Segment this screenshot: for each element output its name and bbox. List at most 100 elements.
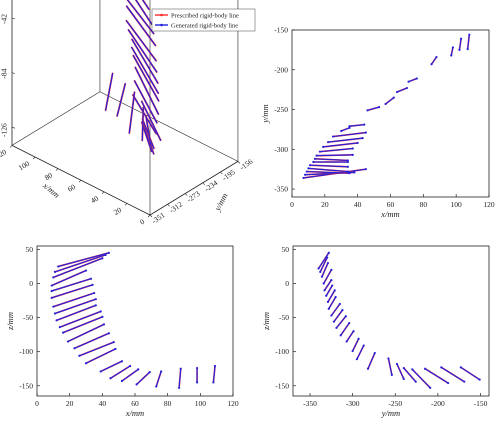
x-tick-label: 100 [17, 159, 31, 173]
generated-line [57, 252, 110, 268]
generated-line [327, 137, 364, 143]
line-endpoint [148, 371, 151, 374]
generated-line [403, 367, 417, 383]
x-tick-label: 0 [35, 399, 39, 408]
generated-line [440, 366, 465, 383]
y-tick-label: -200 [274, 65, 288, 74]
x-tick-label: -200 [431, 399, 445, 408]
line-endpoint [179, 367, 182, 370]
line-endpoint [93, 291, 96, 295]
generated-line [100, 360, 123, 373]
line-endpoint [334, 296, 337, 299]
line-endpoint [178, 386, 181, 389]
x-axis-title: y/mm [381, 408, 400, 418]
line-endpoint [317, 267, 320, 270]
generated-line [316, 154, 354, 157]
generated-line [384, 96, 395, 105]
line-endpoint [315, 154, 318, 157]
line-endpoint [346, 160, 349, 164]
line-endpoint [395, 362, 399, 366]
generated-line [333, 309, 344, 323]
line-endpoint [332, 320, 336, 323]
line-endpoint [414, 380, 417, 383]
line-endpoint [320, 275, 324, 278]
generated-line [317, 252, 330, 270]
y-tick-label: -156 [238, 157, 255, 172]
line-endpoint [338, 302, 341, 306]
line-endpoint [137, 368, 140, 371]
line-endpoint [361, 137, 364, 140]
line-endpoint [348, 321, 351, 325]
line-endpoint [53, 270, 57, 274]
generated-line [178, 368, 182, 389]
plot-frame [292, 245, 490, 397]
line-endpoint [348, 126, 351, 129]
generated-line [51, 278, 92, 292]
y-tick-label: -350 [274, 185, 288, 194]
generated-line [109, 365, 131, 379]
line-endpoint [339, 334, 342, 337]
generated-line [105, 72, 114, 111]
x-tick-label: 100 [195, 399, 207, 408]
x-axis-title: x/mm [380, 209, 399, 219]
line-endpoint [345, 340, 348, 343]
generated-line [128, 91, 136, 134]
y-tick-label: -150 [274, 26, 288, 35]
generated-line [131, 38, 159, 84]
line-endpoint [429, 386, 432, 389]
y-tick-label: -50 [23, 313, 33, 322]
line-endpoint [446, 381, 450, 385]
generated-line [387, 357, 393, 376]
line-endpoint [402, 366, 405, 370]
legend-box [151, 8, 256, 32]
line-endpoint [355, 358, 359, 361]
y-tick-mark [184, 193, 188, 196]
generated-line [51, 269, 87, 287]
line-endpoint [322, 145, 325, 148]
box-edge [99, 91, 239, 162]
generated-line [458, 38, 462, 51]
y-tick-label: -234 [203, 178, 220, 193]
box-edge [149, 161, 239, 216]
line-endpoint [357, 337, 360, 340]
y-tick-label: 50 [282, 245, 290, 254]
x-tick-label: 20 [321, 200, 329, 209]
line-endpoint [392, 96, 395, 99]
generated-line [330, 303, 341, 317]
z-tick-mark [11, 72, 16, 74]
x-tick-mark [147, 214, 151, 218]
y-tick-label: -312 [168, 200, 185, 215]
generated-line [59, 310, 102, 328]
generated-line [212, 365, 216, 383]
y-tick-label: -150 [19, 381, 33, 390]
generated-line [396, 363, 405, 380]
line-endpoint [84, 362, 88, 365]
line-endpoint [313, 157, 317, 160]
x-axis-title: x/mm [40, 180, 61, 200]
line-endpoint [395, 90, 399, 94]
x-tick-label: 40 [354, 200, 362, 209]
y-axis-title: y/mm [260, 104, 270, 123]
x-tick-label: 60 [66, 182, 77, 194]
line-endpoint [323, 289, 326, 292]
line-endpoint [50, 296, 53, 299]
line-endpoint [348, 172, 351, 175]
x-tick-mark [55, 168, 59, 171]
box-edge [11, 91, 101, 146]
generated-line [67, 323, 105, 343]
x-tick-label: 20 [112, 205, 123, 217]
line-endpoint [53, 312, 57, 315]
generated-line [319, 256, 328, 273]
line-endpoint [362, 344, 365, 347]
line-endpoint [112, 341, 115, 344]
line-endpoint [195, 381, 199, 384]
y-tick-mark [220, 171, 223, 175]
x-tick-label: 40 [89, 194, 100, 206]
generated-line [145, 115, 152, 148]
line-endpoint [318, 150, 322, 153]
line-endpoint [213, 364, 217, 368]
y-tick-label: 50 [26, 245, 34, 254]
generated-line [450, 46, 454, 57]
line-endpoint [407, 80, 410, 83]
z-tick-label: -42 [0, 14, 9, 24]
